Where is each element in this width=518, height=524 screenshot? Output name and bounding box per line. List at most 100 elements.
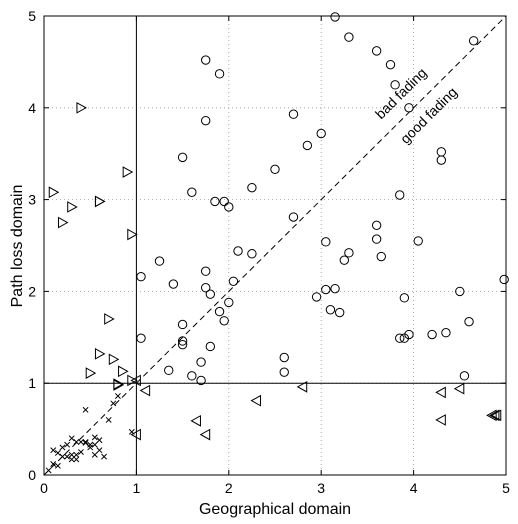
point-circle (219, 316, 229, 326)
x-tick-label: 3 (317, 480, 325, 496)
point-circle (247, 249, 257, 259)
point-circle (196, 357, 206, 367)
point-circle (177, 339, 188, 350)
point-circle (201, 55, 211, 65)
point-circle (279, 367, 289, 377)
point-triangle-left (130, 428, 141, 441)
point-circle (395, 190, 405, 200)
point-circle (330, 283, 340, 294)
point-cross (78, 438, 84, 445)
point-circle (334, 307, 345, 318)
point-circle (205, 341, 216, 352)
point-circle (177, 336, 188, 346)
point-cross (87, 444, 94, 451)
point-cross (73, 451, 80, 458)
point-circle (136, 272, 146, 282)
point-cross (82, 406, 89, 413)
x-tick-label: 4 (410, 480, 418, 496)
diagonal-line-group (43, 15, 507, 476)
point-circle (247, 182, 257, 193)
point-circle (371, 46, 382, 56)
point-circle (210, 196, 220, 207)
point-triangle-right (122, 166, 134, 178)
point-circle (177, 152, 188, 163)
point-circle (201, 283, 211, 293)
point-cross (105, 416, 112, 423)
point-circle (441, 328, 451, 338)
point-circle (459, 371, 470, 381)
point-triangle-right (57, 216, 69, 229)
y-tick-label: 2 (28, 283, 36, 299)
point-circle (201, 115, 211, 126)
point-cross (54, 462, 61, 469)
point-circle (455, 286, 465, 297)
x-tick-label: 0 (40, 480, 48, 496)
point-triangle-right (94, 347, 106, 360)
plot-frame (43, 15, 507, 476)
point-circle (321, 237, 331, 247)
x-tick-label: 1 (133, 480, 141, 496)
point-circle (330, 12, 340, 22)
y-tick-label: 4 (28, 100, 36, 116)
point-cross (59, 444, 66, 451)
point-triangle-right (104, 313, 115, 325)
point-circle (311, 292, 322, 302)
point-cross (82, 438, 89, 445)
point-circle (385, 59, 396, 70)
point-circle (376, 251, 386, 262)
point-circle (339, 255, 349, 265)
point-circle (279, 352, 289, 363)
point-circle (233, 246, 243, 256)
point-circle (196, 375, 206, 386)
point-cross (50, 461, 57, 467)
point-circle (427, 329, 437, 340)
point-circle (404, 329, 414, 340)
point-circle (371, 220, 382, 231)
point-cross (68, 435, 75, 442)
point-cross (114, 393, 121, 400)
point-circle (288, 109, 299, 119)
point-cross (82, 439, 89, 446)
point-triangle-right (76, 101, 87, 114)
point-circle (154, 256, 165, 266)
point-cross (110, 400, 117, 407)
point-triangle-right (127, 228, 138, 241)
point-triangle-right (108, 353, 120, 366)
x-tick-label: 5 (502, 480, 510, 496)
point-circle (168, 279, 179, 289)
point-triangle-right (94, 195, 106, 208)
point-triangle-right (48, 186, 60, 199)
point-cross (91, 434, 98, 441)
point-circle (344, 32, 354, 42)
point-circle (288, 212, 299, 222)
point-circle (371, 234, 382, 244)
point-triangle-left (490, 409, 502, 422)
point-cross (68, 456, 75, 463)
point-circle (136, 333, 146, 343)
point-cross (73, 456, 80, 463)
data-points (45, 12, 509, 474)
x-axis-label: Geographical domain (199, 501, 351, 518)
point-circle (316, 128, 326, 139)
point-cross (101, 453, 108, 460)
point-circle (224, 202, 234, 212)
point-cross (64, 453, 71, 460)
point-triangle-left (130, 374, 141, 387)
point-triangle-right (94, 195, 106, 208)
point-circle (201, 266, 211, 276)
point-cross (91, 441, 98, 448)
point-triangle-right (127, 374, 138, 387)
point-circle (164, 365, 174, 376)
axis-ticks (43, 15, 507, 476)
point-circle (395, 333, 405, 343)
point-circle (224, 297, 234, 308)
point-cross (64, 441, 71, 448)
point-circle (205, 289, 216, 299)
point-circle (214, 69, 225, 79)
point-cross (78, 449, 84, 456)
point-circle (468, 36, 479, 46)
point-triangle-left (435, 386, 446, 399)
point-triangle-left (199, 428, 211, 441)
point-triangle-right (85, 367, 97, 379)
